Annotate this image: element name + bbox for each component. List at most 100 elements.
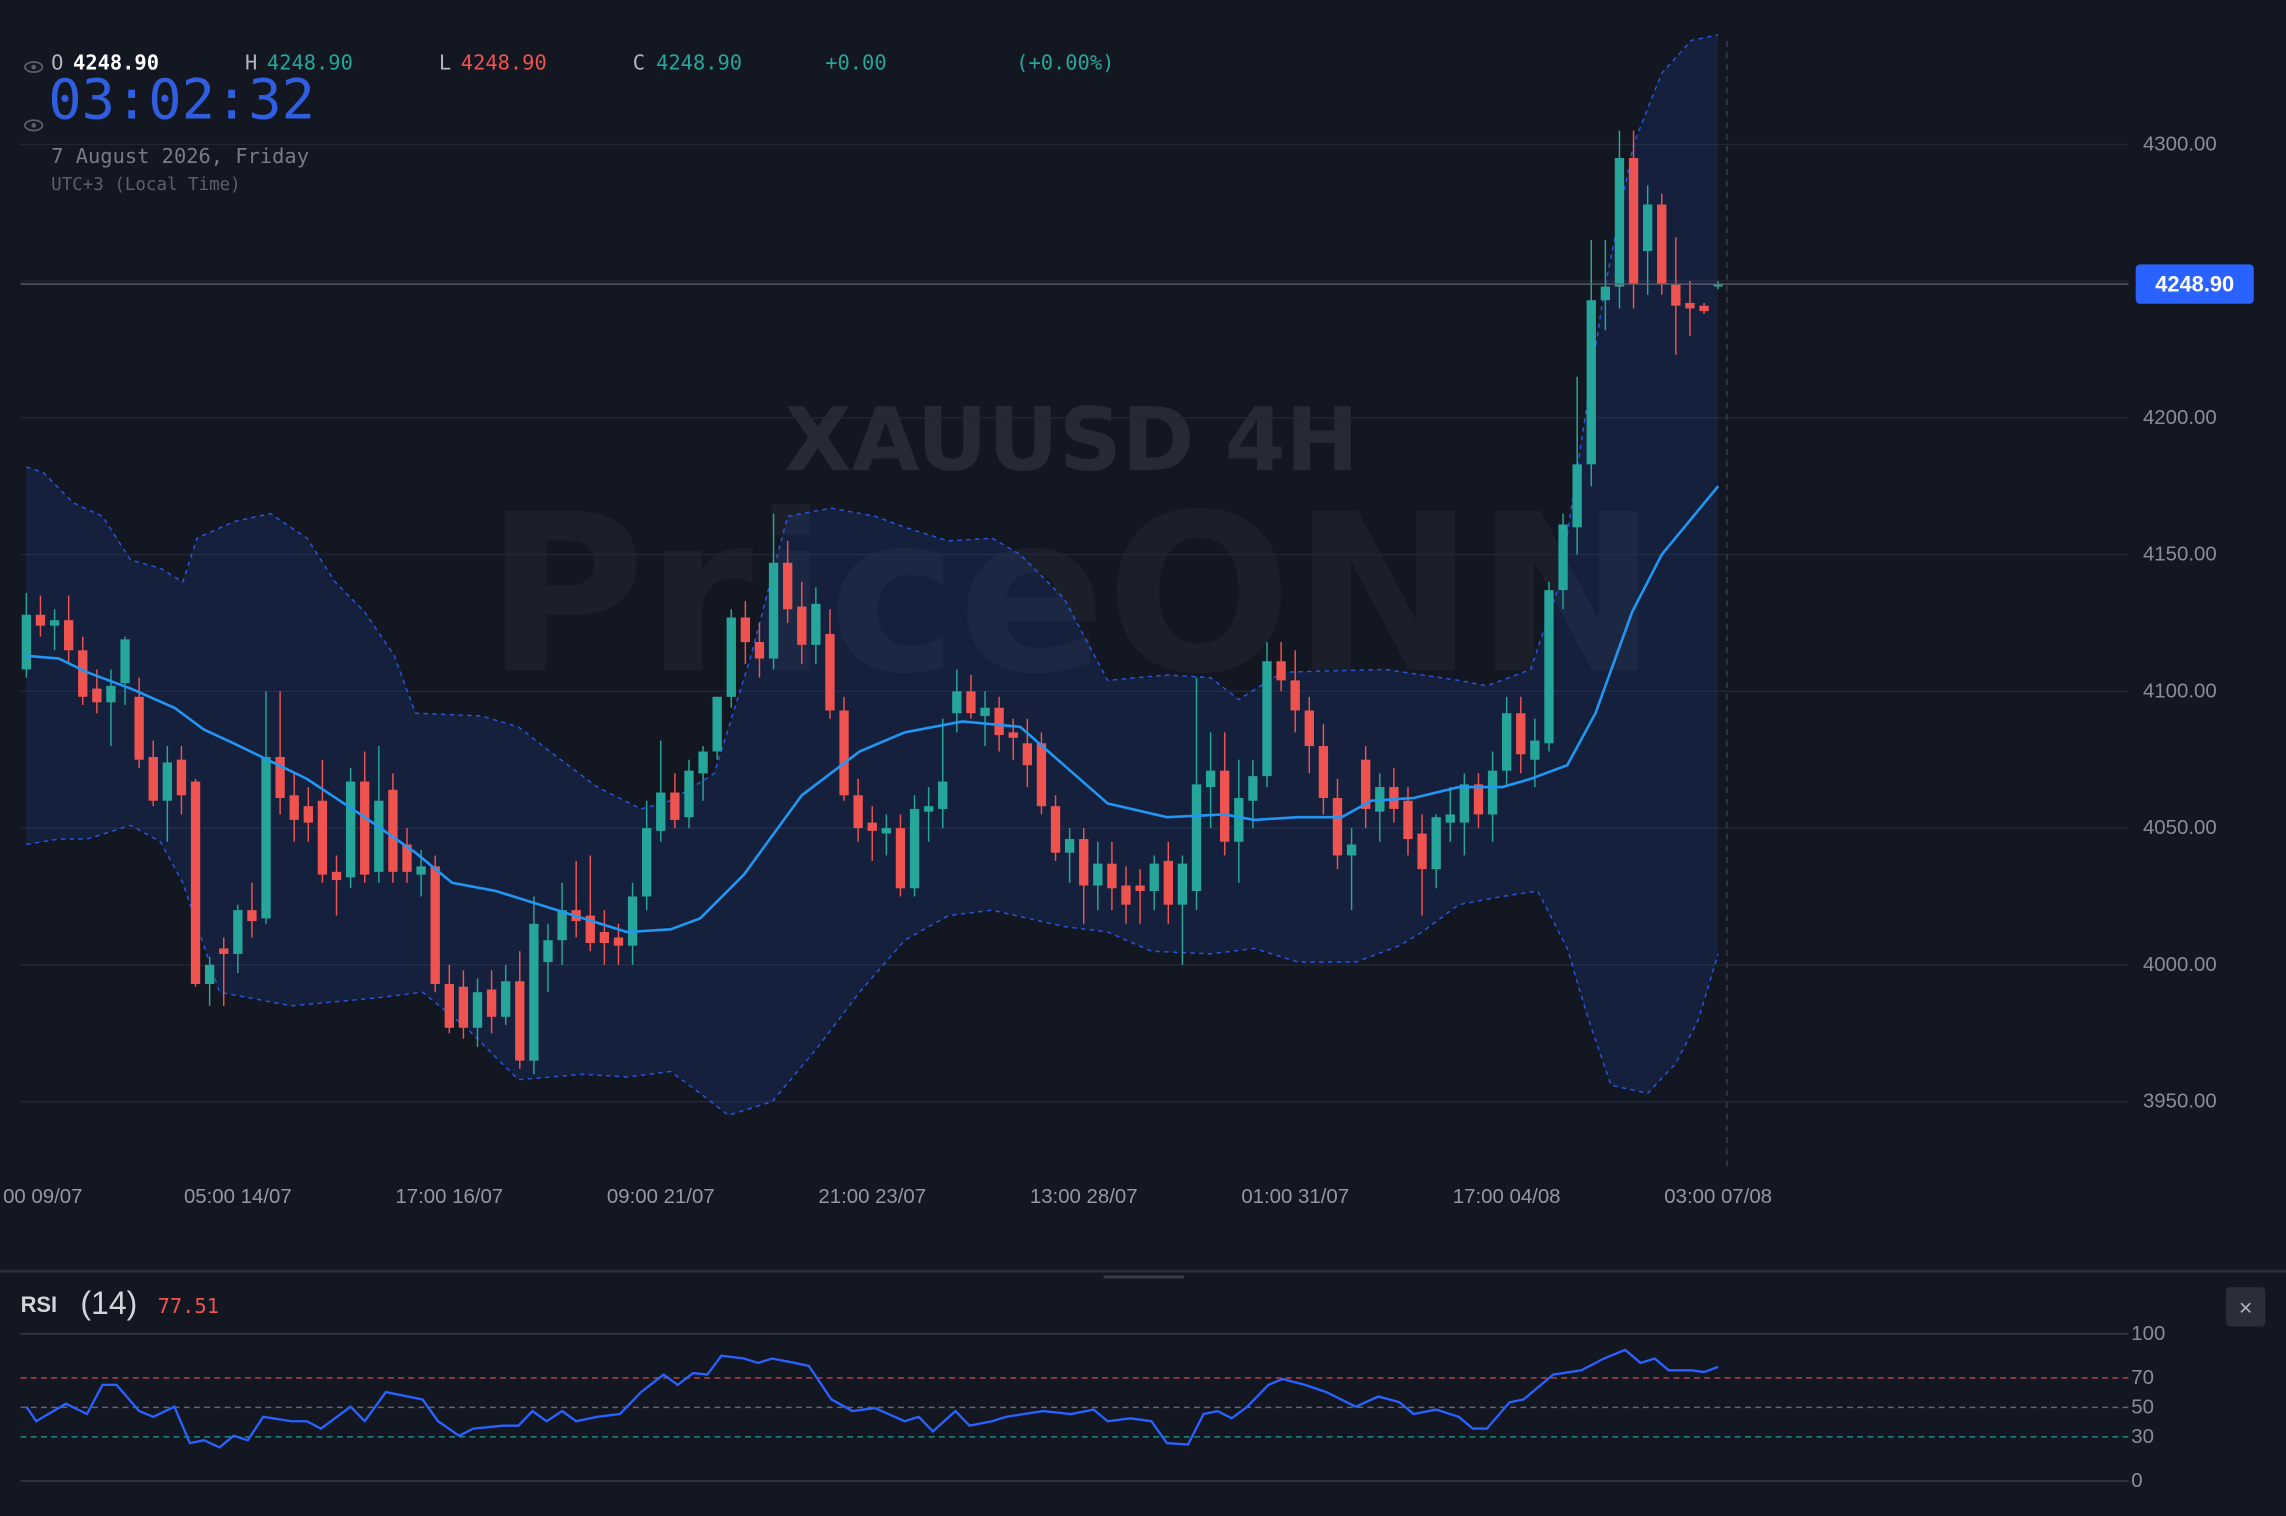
candle-body	[416, 866, 426, 875]
candle-body	[1600, 286, 1611, 301]
candle-body	[656, 792, 666, 831]
date: 7 August 2026, Friday	[51, 144, 309, 168]
ohlc-label: H	[245, 51, 257, 75]
candle-body	[895, 828, 906, 889]
close-icon: ×	[2239, 1295, 2253, 1321]
watermark-symbol: XAUUSD 4H	[784, 389, 1359, 491]
candle-body	[289, 795, 299, 820]
rsi-tick-label: 30	[2131, 1426, 2154, 1448]
eye-icon[interactable]	[24, 61, 44, 74]
candle-body	[1614, 157, 1625, 287]
candle-body	[261, 756, 271, 919]
candle-body	[134, 696, 144, 760]
candle-body	[486, 989, 497, 1017]
candle-body	[444, 983, 454, 1028]
candle-body	[162, 762, 173, 801]
candle-body	[825, 633, 835, 711]
last-price-tag	[2135, 264, 2254, 304]
candle-body	[712, 696, 722, 752]
candle-body	[1064, 839, 1075, 853]
candle-body	[670, 792, 680, 820]
candle-body	[1346, 844, 1357, 856]
candle-body	[1318, 746, 1329, 799]
ohlc-value: 4248.90	[656, 51, 742, 75]
x-tick-label: 21:00 23/07	[818, 1186, 926, 1208]
candle-body	[1093, 863, 1103, 886]
eye-icon[interactable]	[24, 119, 44, 132]
ohlc-value: 4248.90	[461, 51, 547, 75]
candle-body	[233, 910, 243, 954]
candle-body	[529, 923, 539, 1061]
candle-body	[430, 866, 440, 984]
candle-body	[1671, 283, 1681, 306]
close-button[interactable]: ×	[2226, 1287, 2266, 1327]
rsi-tick-label: 70	[2131, 1367, 2154, 1389]
rsi-line	[25, 1348, 1719, 1449]
y-tick-label: 4300.00	[2143, 133, 2217, 155]
ohlc-label: O	[51, 51, 63, 75]
candle-body	[1473, 784, 1484, 815]
candle-body	[501, 981, 511, 1017]
candle-body	[1657, 204, 1667, 284]
candle-body	[92, 688, 102, 703]
candle-body	[642, 828, 652, 897]
candle-body	[853, 795, 863, 829]
candle-body	[35, 614, 46, 626]
candle-body	[1079, 839, 1089, 886]
candle-body	[1516, 713, 1526, 755]
candle-body	[1149, 863, 1159, 891]
candle-body	[557, 910, 567, 941]
candle-body	[1107, 863, 1117, 889]
candle-body	[106, 685, 116, 703]
candle-body	[543, 940, 553, 963]
candle-body	[585, 915, 595, 943]
candle-body	[1361, 759, 1371, 809]
candle-body	[782, 562, 793, 610]
candle-body	[1290, 680, 1300, 711]
candle-body	[952, 691, 962, 714]
indicator-period: (14)	[80, 1285, 137, 1321]
candle-body	[797, 606, 807, 645]
x-tick-label: 05:00 14/07	[184, 1186, 292, 1208]
candle-body	[1586, 300, 1596, 465]
watermark-brand: PriceONN	[485, 467, 1658, 722]
candle-body	[331, 871, 342, 881]
candle-body	[190, 781, 201, 984]
candle-body	[515, 981, 525, 1061]
rsi-pane: RSI (14) 77.51 ×	[21, 1285, 2266, 1327]
candle-body	[1248, 776, 1258, 801]
eye-outline	[24, 119, 44, 132]
plot: 3950.00 4000.00 4050.00 4100.00 4150.00 4200.…	[3, 34, 2254, 1492]
candle-body	[881, 828, 892, 834]
candle-body	[966, 691, 976, 714]
candle-body	[684, 770, 694, 818]
x-tick-label: 13:00 28/07	[1030, 1186, 1138, 1208]
candle-body	[1262, 661, 1272, 777]
last-price-label: 4248.90	[2155, 272, 2234, 297]
candle-body	[1445, 814, 1455, 823]
candle-body	[994, 707, 1004, 736]
candle-body	[1642, 204, 1653, 251]
candle-body	[1036, 743, 1047, 807]
candle-body	[1572, 464, 1582, 528]
y-tick-label: 4050.00	[2143, 817, 2217, 839]
y-tick-label: 4000.00	[2143, 954, 2217, 976]
candle-body	[627, 896, 638, 946]
watermark: XAUUSD 4H PriceONN	[485, 389, 1658, 722]
candle-body	[867, 822, 877, 831]
candle-body	[472, 992, 483, 1028]
candle-body	[275, 756, 285, 799]
eye-pupil	[31, 123, 37, 128]
candle-body	[754, 642, 765, 659]
candle-body	[1276, 661, 1286, 681]
candle-body	[1487, 770, 1498, 815]
ohlc-label: L	[439, 51, 451, 75]
candle-body	[740, 617, 751, 643]
candle-body	[1628, 157, 1639, 284]
ohlc-value: 4248.90	[267, 51, 353, 75]
pane-resize-handle[interactable]	[1103, 1275, 1184, 1279]
candle-body	[1431, 817, 1441, 870]
candle-body	[768, 562, 779, 659]
